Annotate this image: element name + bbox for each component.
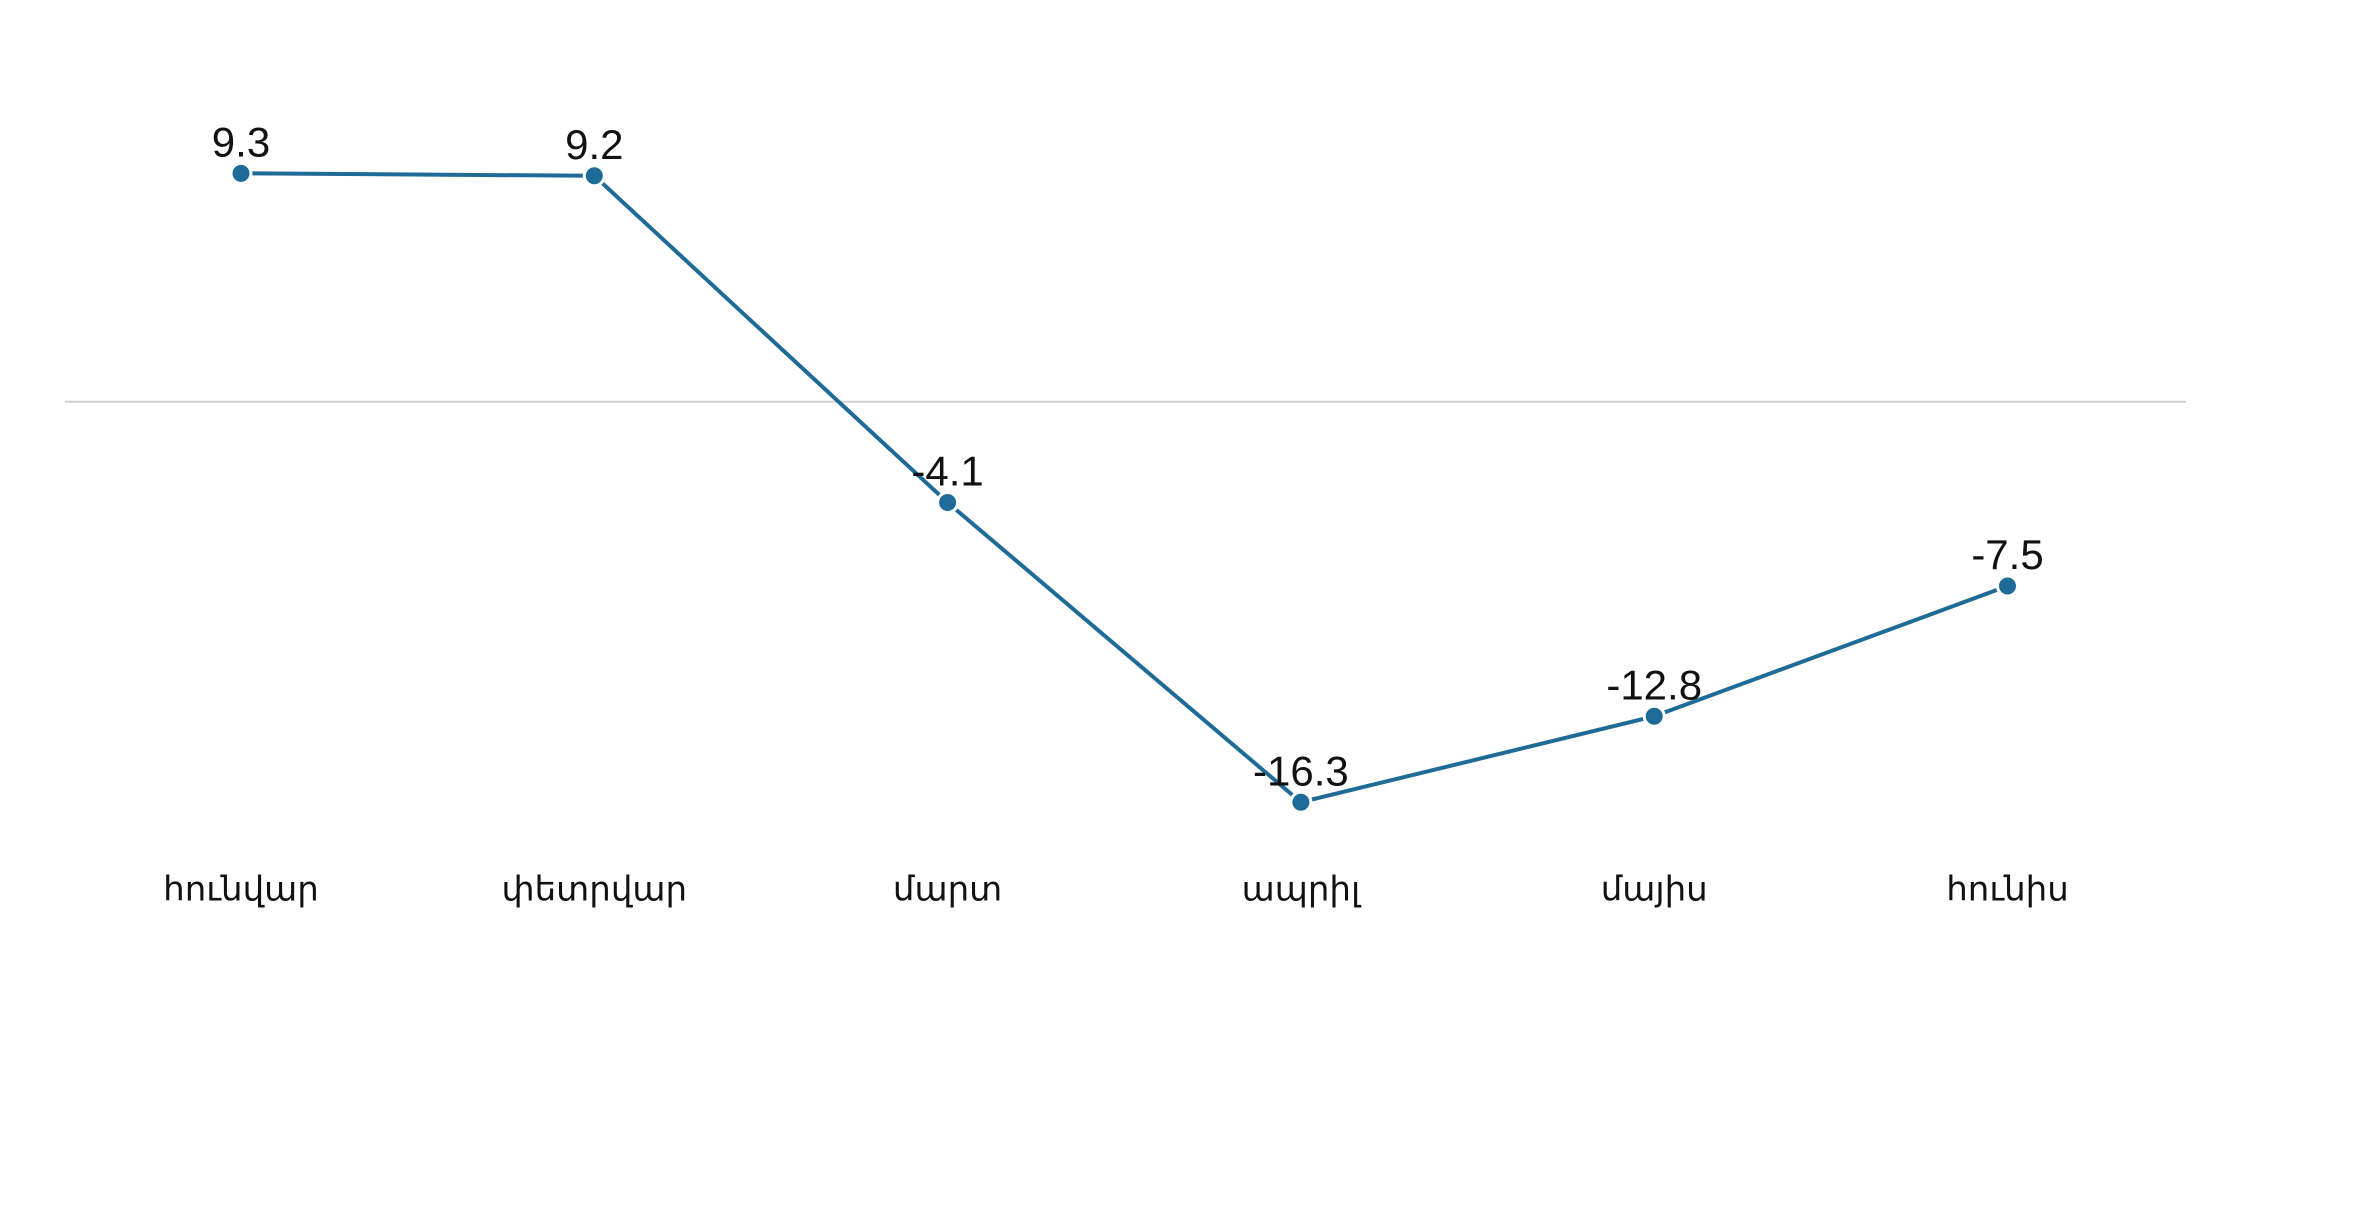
value-label: -4.1 bbox=[911, 448, 983, 495]
value-label: -7.5 bbox=[1971, 531, 2043, 578]
x-tick-label: հունիս bbox=[1946, 870, 2069, 910]
x-tick-label: փետրվար bbox=[502, 870, 688, 910]
x-tick-label: ապրիլ bbox=[1242, 870, 1362, 910]
point bbox=[582, 164, 606, 188]
value-label: 9.2 bbox=[565, 121, 623, 168]
point bbox=[1642, 704, 1666, 728]
value-label: -16.3 bbox=[1253, 747, 1349, 794]
point bbox=[936, 491, 960, 515]
point bbox=[1289, 790, 1313, 814]
value-label: -12.8 bbox=[1606, 661, 1702, 708]
x-tick-label: հունվար bbox=[163, 870, 319, 910]
value-label: 9.3 bbox=[212, 118, 270, 165]
x-tick-label: մայիս bbox=[1601, 870, 1708, 910]
x-tick-label: մարտ bbox=[893, 870, 1002, 910]
line bbox=[240, 171, 2009, 805]
point bbox=[229, 161, 253, 185]
point bbox=[1996, 574, 2019, 598]
